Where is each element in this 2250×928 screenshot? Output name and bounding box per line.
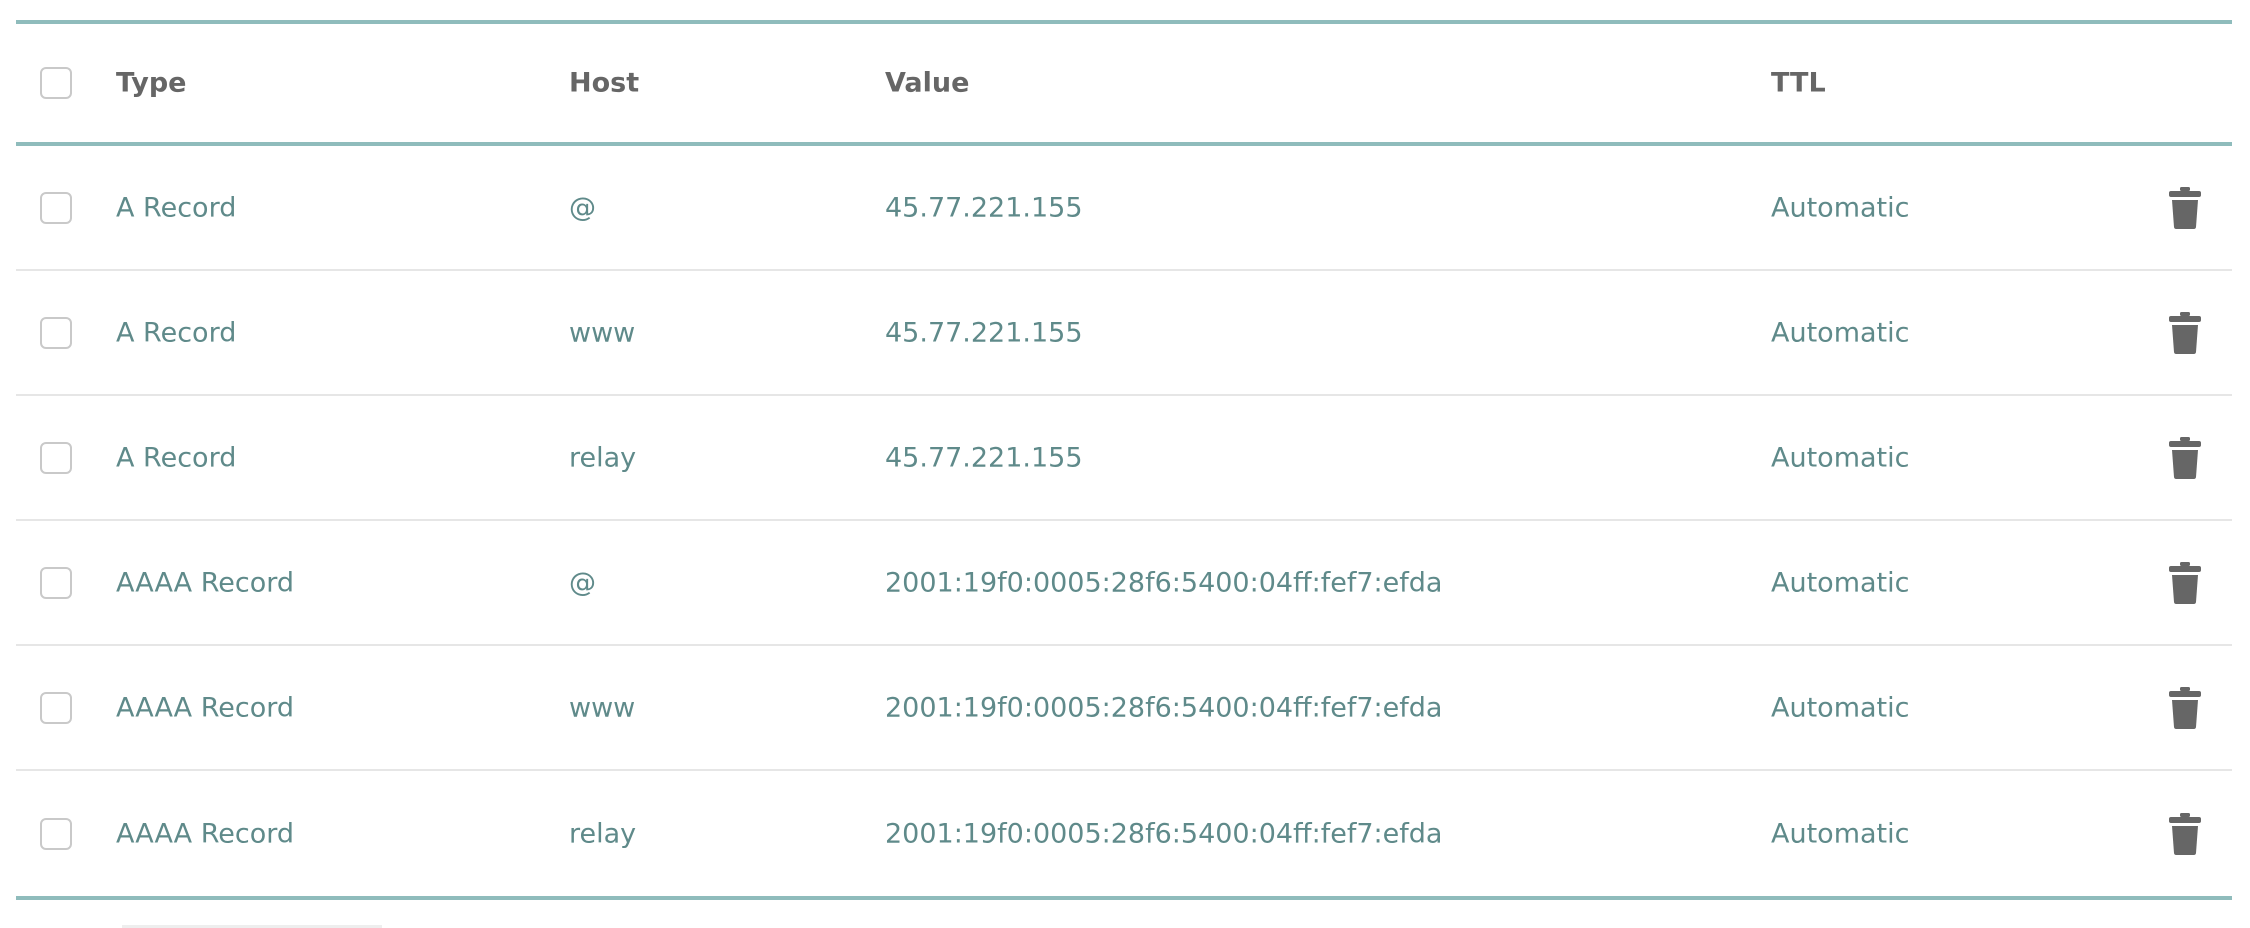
record-value: 45.77.221.155 [885, 317, 1083, 348]
row-select-cell [40, 691, 72, 724]
record-host: www [569, 692, 636, 723]
trash-icon [2169, 436, 2201, 479]
column-header-host[interactable]: Host [569, 67, 640, 99]
row-checkbox[interactable] [40, 316, 72, 349]
record-host: @ [569, 567, 596, 598]
row-select-cell [40, 191, 72, 224]
record-type: AAAA Record [116, 567, 295, 598]
table-row: AAAA Record relay 2001:19f0:0005:28f6:54… [16, 771, 2232, 896]
record-type: AAAA Record [116, 692, 295, 723]
record-ttl: Automatic [1771, 442, 1910, 473]
delete-record-button[interactable] [2163, 558, 2207, 608]
below-table-element [122, 925, 382, 928]
trash-icon [2169, 561, 2201, 604]
row-select-cell [40, 441, 72, 474]
column-header-type[interactable]: Type [116, 67, 187, 99]
table-header-row: Type Host Value TTL [16, 24, 2232, 142]
dns-records-table: Type Host Value TTL A Record @ 45.77.221… [16, 20, 2232, 900]
record-type: A Record [116, 317, 237, 348]
trash-icon [2169, 186, 2201, 229]
table-row: AAAA Record @ 2001:19f0:0005:28f6:5400:0… [16, 521, 2232, 646]
row-select-cell [40, 316, 72, 349]
record-value: 2001:19f0:0005:28f6:5400:04ff:fef7:efda [885, 818, 1443, 849]
table-row: A Record @ 45.77.221.155 Automatic [16, 146, 2232, 271]
record-ttl: Automatic [1771, 692, 1910, 723]
table-header-rule [16, 142, 2232, 146]
delete-record-button[interactable] [2163, 433, 2207, 483]
record-ttl: Automatic [1771, 192, 1910, 223]
table-top-rule [16, 20, 2232, 24]
table-bottom-rule [16, 896, 2232, 900]
delete-record-button[interactable] [2163, 809, 2207, 859]
record-value: 45.77.221.155 [885, 192, 1083, 223]
row-checkbox[interactable] [40, 566, 72, 599]
table-row: AAAA Record www 2001:19f0:0005:28f6:5400… [16, 646, 2232, 771]
trash-icon [2169, 686, 2201, 729]
trash-icon [2169, 812, 2201, 855]
row-checkbox[interactable] [40, 691, 72, 724]
select-all-cell [40, 67, 72, 99]
record-host: relay [569, 442, 637, 473]
row-checkbox[interactable] [40, 191, 72, 224]
record-type: A Record [116, 442, 237, 473]
record-value: 2001:19f0:0005:28f6:5400:04ff:fef7:efda [885, 567, 1443, 598]
trash-icon [2169, 311, 2201, 354]
delete-record-button[interactable] [2163, 308, 2207, 358]
delete-record-button[interactable] [2163, 683, 2207, 733]
record-ttl: Automatic [1771, 567, 1910, 598]
column-header-ttl[interactable]: TTL [1771, 67, 1826, 99]
table-row: A Record relay 45.77.221.155 Automatic [16, 396, 2232, 521]
record-host: relay [569, 818, 637, 849]
record-ttl: Automatic [1771, 317, 1910, 348]
record-value: 45.77.221.155 [885, 442, 1083, 473]
record-host: www [569, 317, 636, 348]
record-host: @ [569, 192, 596, 223]
delete-record-button[interactable] [2163, 183, 2207, 233]
column-header-value[interactable]: Value [885, 67, 970, 99]
row-checkbox[interactable] [40, 441, 72, 474]
record-value: 2001:19f0:0005:28f6:5400:04ff:fef7:efda [885, 692, 1443, 723]
row-select-cell [40, 817, 72, 850]
record-type: A Record [116, 192, 237, 223]
record-type: AAAA Record [116, 818, 295, 849]
row-checkbox[interactable] [40, 817, 72, 850]
select-all-checkbox[interactable] [40, 67, 72, 99]
record-ttl: Automatic [1771, 818, 1910, 849]
table-row: A Record www 45.77.221.155 Automatic [16, 271, 2232, 396]
row-select-cell [40, 566, 72, 599]
